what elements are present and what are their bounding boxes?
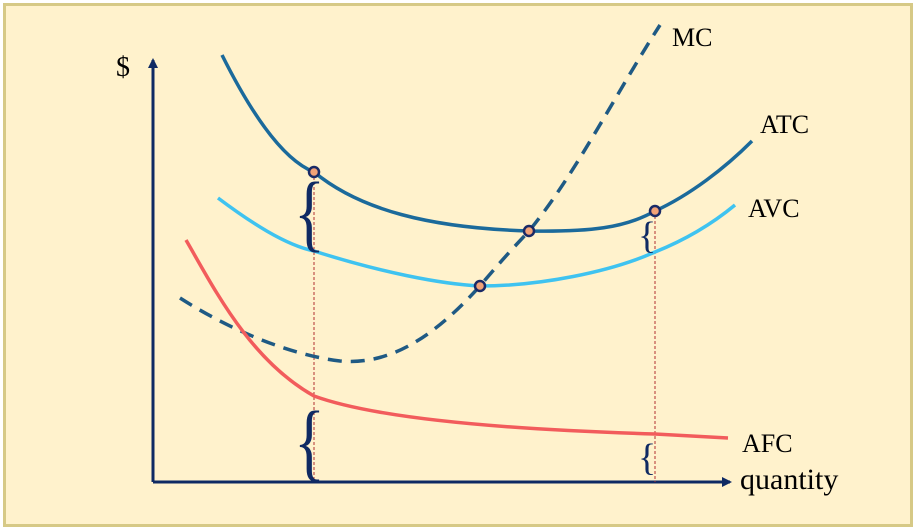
mc-label: MC <box>672 23 712 52</box>
atc-point-right <box>648 204 662 218</box>
mc-curve <box>179 24 662 364</box>
diagram-frame <box>3 3 913 527</box>
brace-right-lower: { <box>638 437 656 479</box>
brace-left-upper: { <box>294 165 325 260</box>
afc-curve <box>184 239 729 440</box>
brace-left-lower: { <box>294 394 325 489</box>
atc-curve <box>220 54 754 233</box>
brace-right-upper: { <box>638 215 656 257</box>
atc-point-left <box>307 165 321 179</box>
avc-label: AVC <box>748 194 800 223</box>
avc-min-point <box>473 279 487 293</box>
y-axis-label: $ <box>116 52 130 83</box>
atc-label: ATC <box>760 110 809 139</box>
afc-label: AFC <box>742 429 793 458</box>
x-axis-label: quantity <box>740 463 838 496</box>
atc-min-point <box>522 224 536 238</box>
